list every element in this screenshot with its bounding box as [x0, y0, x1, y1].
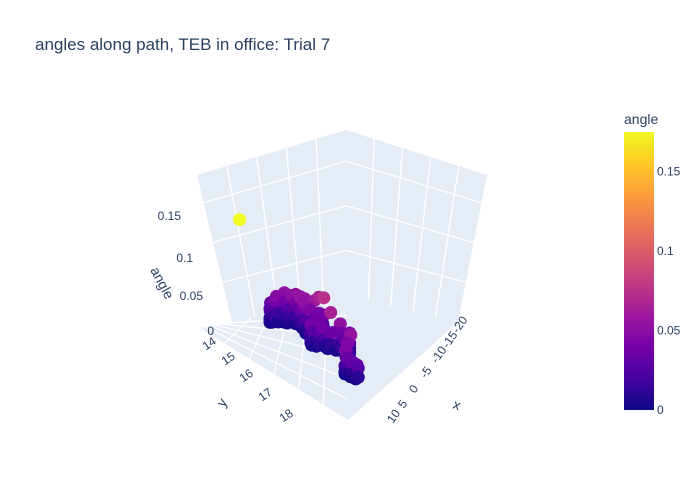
z-axis-title: angle	[147, 264, 177, 302]
colorbar-tick-label: 0	[657, 403, 664, 417]
angle-grid-line	[345, 205, 474, 244]
colorbar-tick-label: 0.1	[657, 244, 674, 258]
data-point	[351, 361, 365, 375]
wall-grid-line	[255, 156, 279, 312]
angle-grid-line	[345, 249, 467, 283]
angle-grid-line	[345, 160, 482, 204]
wall-grid-line	[434, 165, 460, 317]
data-point	[233, 213, 247, 227]
wall-grid-line	[285, 147, 302, 306]
x-axis-title: x	[451, 396, 463, 413]
y-tick-label: 18	[277, 406, 296, 425]
y-tick-label: 17	[256, 385, 275, 404]
y-axis-title: y	[213, 395, 230, 409]
data-point	[324, 306, 338, 319]
data-point	[351, 370, 365, 384]
angle-grid-line	[212, 205, 347, 244]
wall-grid-line	[367, 138, 375, 301]
colorbar-tick-label: 0.05	[657, 324, 681, 338]
z-tick-label: 0	[207, 324, 214, 338]
colorbar	[624, 132, 654, 410]
wall-grid-line	[390, 147, 404, 306]
x-tick-label: -5	[417, 364, 435, 381]
chart-title: angles along path, TEB in office: Trial …	[35, 35, 330, 54]
x-tick-label: 0	[406, 382, 421, 396]
floor-grid-line	[205, 326, 348, 400]
colorbar-tick-label: 0.15	[657, 165, 681, 179]
y-tick-label: 15	[219, 349, 238, 368]
x-tick-label: 5	[395, 397, 410, 411]
x-tick-label: 10	[384, 406, 403, 425]
z-tick-label: 0.1	[176, 251, 193, 265]
z-tick-label: 0.05	[180, 289, 204, 303]
wall-grid-line	[412, 156, 432, 312]
angle-grid-line	[222, 249, 347, 283]
z-tick-label: 0.15	[158, 209, 182, 223]
angle-grid-line	[203, 160, 347, 204]
colorbar-title: angle	[624, 111, 658, 127]
wall-grid-line	[315, 138, 324, 301]
wall-grid-line	[226, 165, 256, 317]
data-point	[317, 291, 331, 305]
y-tick-label: 16	[237, 366, 256, 385]
